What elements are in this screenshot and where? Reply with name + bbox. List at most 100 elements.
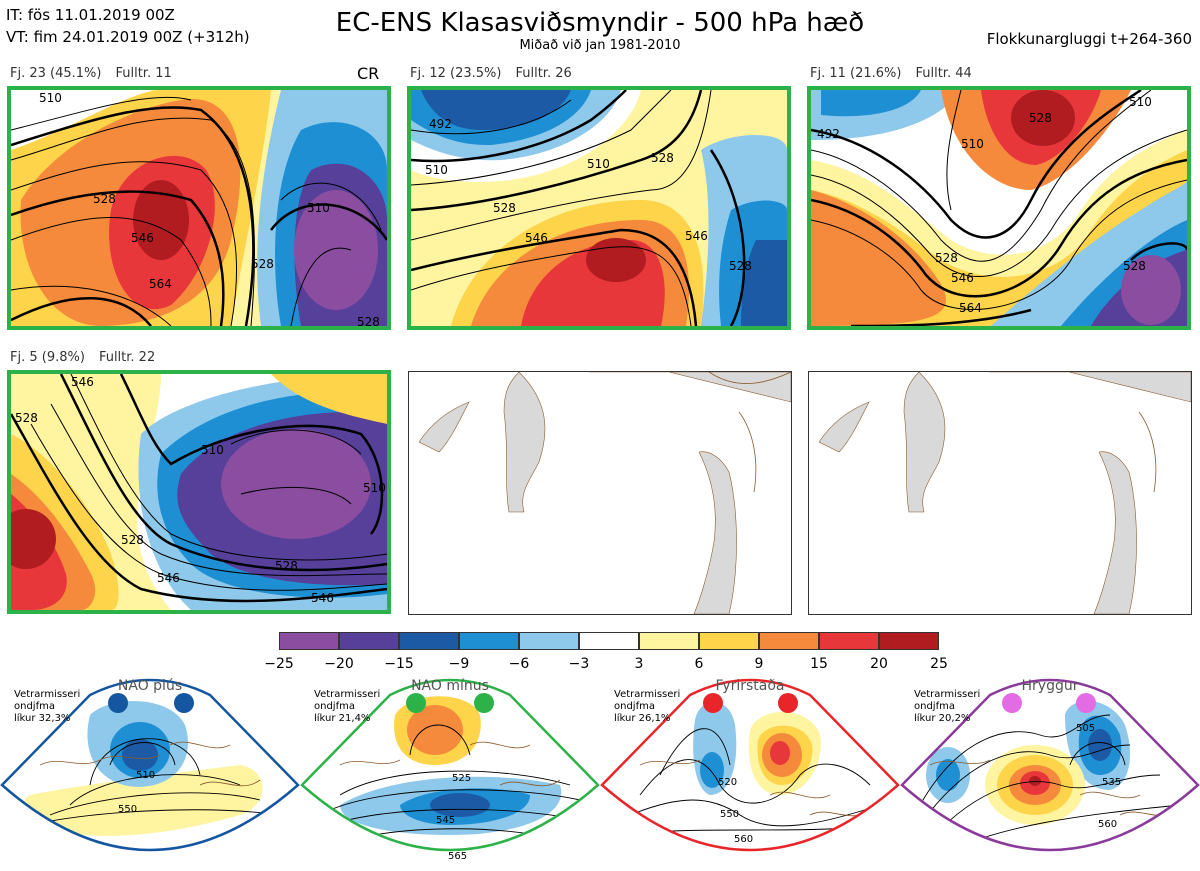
cluster-4-contour-8: 546	[311, 591, 334, 605]
cluster-2-contour-1: 492	[429, 117, 452, 131]
regime-3-title: Fyrirstaða	[715, 678, 785, 694]
regime-4-prob-line-1: Vetrarmisseri	[914, 689, 981, 700]
cluster-3-contour-4: 528	[1029, 111, 1052, 125]
cluster-3-rep: Fulltr. 44	[915, 66, 972, 81]
regime-2-prob-line-3: líkur 21,4%	[314, 713, 371, 724]
regime-2-contour-2: 545	[436, 815, 455, 826]
cluster-3-contour-6: 546	[951, 271, 974, 285]
regime-1-dot-right	[174, 693, 194, 713]
cluster-3-label: Fj. 11 (21.6%) Fulltr. 44	[810, 66, 986, 81]
cluster-2-label: Fj. 12 (23.5%) Fulltr. 26	[410, 66, 586, 81]
colorbar-tick: −3	[568, 656, 590, 672]
cluster-2-contour-2: 510	[425, 163, 448, 177]
regime-nao-plus: 510 550 NAO plús Vetrarmisseri ondjfma l…	[0, 675, 300, 871]
colorbar-swatch	[459, 632, 519, 650]
cluster-1-tag: CR	[357, 64, 380, 83]
colorbar-swatch	[519, 632, 579, 650]
cluster-4-label: Fj. 5 (9.8%) Fulltr. 22	[10, 350, 169, 365]
regime-3-prob-line-1: Vetrarmisseri	[614, 689, 681, 700]
colorbar-tick: 9	[754, 656, 764, 672]
valid-time: VT: fim 24.01.2019 00Z (+312h)	[6, 28, 250, 46]
colorbar-tick: 15	[810, 656, 828, 672]
regime-4-prob-line-3: líkur 20,2%	[914, 713, 971, 724]
regime-1-title: NAO plús	[117, 678, 183, 694]
colorbar-tick: −25	[264, 656, 294, 672]
cluster-3-contour-7: 564	[959, 301, 982, 315]
regime-4-probability: Vetrarmisseri ondjfma líkur 20,2%	[914, 689, 980, 725]
page-title: EC-ENS Klasasviðsmyndir - 500 hPa hæð	[335, 8, 865, 38]
cluster-3-name: Fj. 11 (21.6%)	[810, 66, 902, 81]
cluster-3-contour-1: 492	[817, 127, 840, 141]
empty-map-2	[808, 371, 1192, 615]
cluster-4-contour-4: 510	[363, 481, 386, 495]
cluster-4-map: 546 528 510 510 528 546 528 546	[7, 370, 391, 614]
cluster-4-name: Fj. 5 (9.8%)	[10, 350, 85, 365]
regime-ridge: 505 535 560 Hryggur Vetrarmisseri ondjfm…	[900, 675, 1200, 871]
cluster-3-contour-2: 510	[961, 137, 984, 151]
colorbar-swatch	[699, 632, 759, 650]
colorbar-swatch	[879, 632, 939, 650]
regime-3-contour-2: 550	[720, 809, 739, 820]
cluster-2-contour-6: 546	[525, 231, 548, 245]
colorbar-tick: 20	[870, 656, 888, 672]
cluster-2-contour-8: 528	[729, 259, 752, 273]
colorbar-swatch	[399, 632, 459, 650]
colorbar-swatch	[339, 632, 399, 650]
regime-2-contour-1: 525	[452, 773, 471, 784]
cluster-1-contour-6: 528	[251, 257, 274, 271]
init-time: IT: fös 11.01.2019 00Z	[6, 6, 175, 24]
cluster-1-contour-5: 510	[307, 201, 330, 215]
page-subtitle: Miðað við jan 1981-2010	[519, 38, 681, 53]
cluster-2-contour-7: 546	[685, 229, 708, 243]
regime-4-contour-1: 505	[1076, 723, 1095, 734]
colorbar-swatch	[579, 632, 639, 650]
regime-3-dot-left	[703, 693, 723, 713]
regime-4-dot-left	[1002, 693, 1022, 713]
cluster-3-contour-5: 528	[935, 251, 958, 265]
cluster-1-name: Fj. 23 (45.1%)	[10, 66, 102, 81]
colorbar-tick: −6	[508, 656, 530, 672]
regime-3-contour-1: 520	[718, 777, 737, 788]
colorbar-swatch	[759, 632, 819, 650]
colorbar-tick: −9	[448, 656, 470, 672]
cluster-2-contour-3: 510	[587, 157, 610, 171]
colorbar-swatch	[639, 632, 699, 650]
regime-1-prob-line-3: líkur 32,3%	[14, 713, 71, 724]
regime-3-probability: Vetrarmisseri ondjfma líkur 26,1%	[614, 689, 680, 725]
regime-3-prob-line-2: ondjfma	[614, 701, 655, 712]
regime-1-prob-line-2: ondjfma	[14, 701, 55, 712]
regime-nao-minus: 525 545 565 NAO mínus Vetrarmisseri ondj…	[300, 675, 600, 871]
colorbar-swatch	[279, 632, 339, 650]
regime-2-dot-left	[406, 693, 426, 713]
colorbar-tick: 25	[930, 656, 948, 672]
cluster-4-contour-6: 546	[157, 571, 180, 585]
cluster-4-contour-2: 528	[15, 411, 38, 425]
header-times: IT: fös 11.01.2019 00Z VT: fim 24.01.201…	[6, 4, 250, 48]
regime-4-contour-3: 560	[1098, 819, 1117, 830]
colorbar-tick: 6	[694, 656, 704, 672]
cluster-4-contour-1: 546	[71, 375, 94, 389]
regime-2-dot-right	[474, 693, 494, 713]
cluster-1-contour-7: 528	[357, 315, 380, 326]
regime-3-prob-line-3: líkur 26,1%	[614, 713, 671, 724]
colorbar-tick: −15	[384, 656, 414, 672]
cluster-4-contour-5: 528	[121, 533, 144, 547]
cluster-3-contour-3: 510	[1129, 95, 1152, 109]
regime-2-title: NAO mínus	[411, 678, 489, 694]
cluster-3-contour-8: 528	[1123, 259, 1146, 273]
colorbar-tick: −20	[324, 656, 354, 672]
cluster-1-label: Fj. 23 (45.1%) Fulltr. 11	[10, 66, 186, 81]
cluster-1-contour-4: 564	[149, 277, 172, 291]
cluster-1-contour-2: 528	[93, 192, 116, 206]
regime-2-contour-3: 565	[448, 851, 467, 862]
cluster-4-rep: Fulltr. 22	[98, 350, 156, 365]
regime-blocking: 520 550 560 Fyrirstaða Vetrarmisseri ond…	[600, 675, 900, 871]
cluster-1-contour-1: 510	[39, 91, 62, 105]
cluster-2-rep: Fulltr. 26	[515, 66, 572, 81]
cluster-2-contour-4: 528	[493, 201, 516, 215]
regime-4-title: Hryggur	[1021, 678, 1079, 694]
cluster-1-map: 510 528 546 564 510 528 528	[7, 86, 391, 330]
cluster-2-contour-5: 528	[651, 151, 674, 165]
classification-window: Flokkunargluggi t+264-360	[986, 30, 1192, 48]
empty-map-1	[408, 371, 792, 615]
